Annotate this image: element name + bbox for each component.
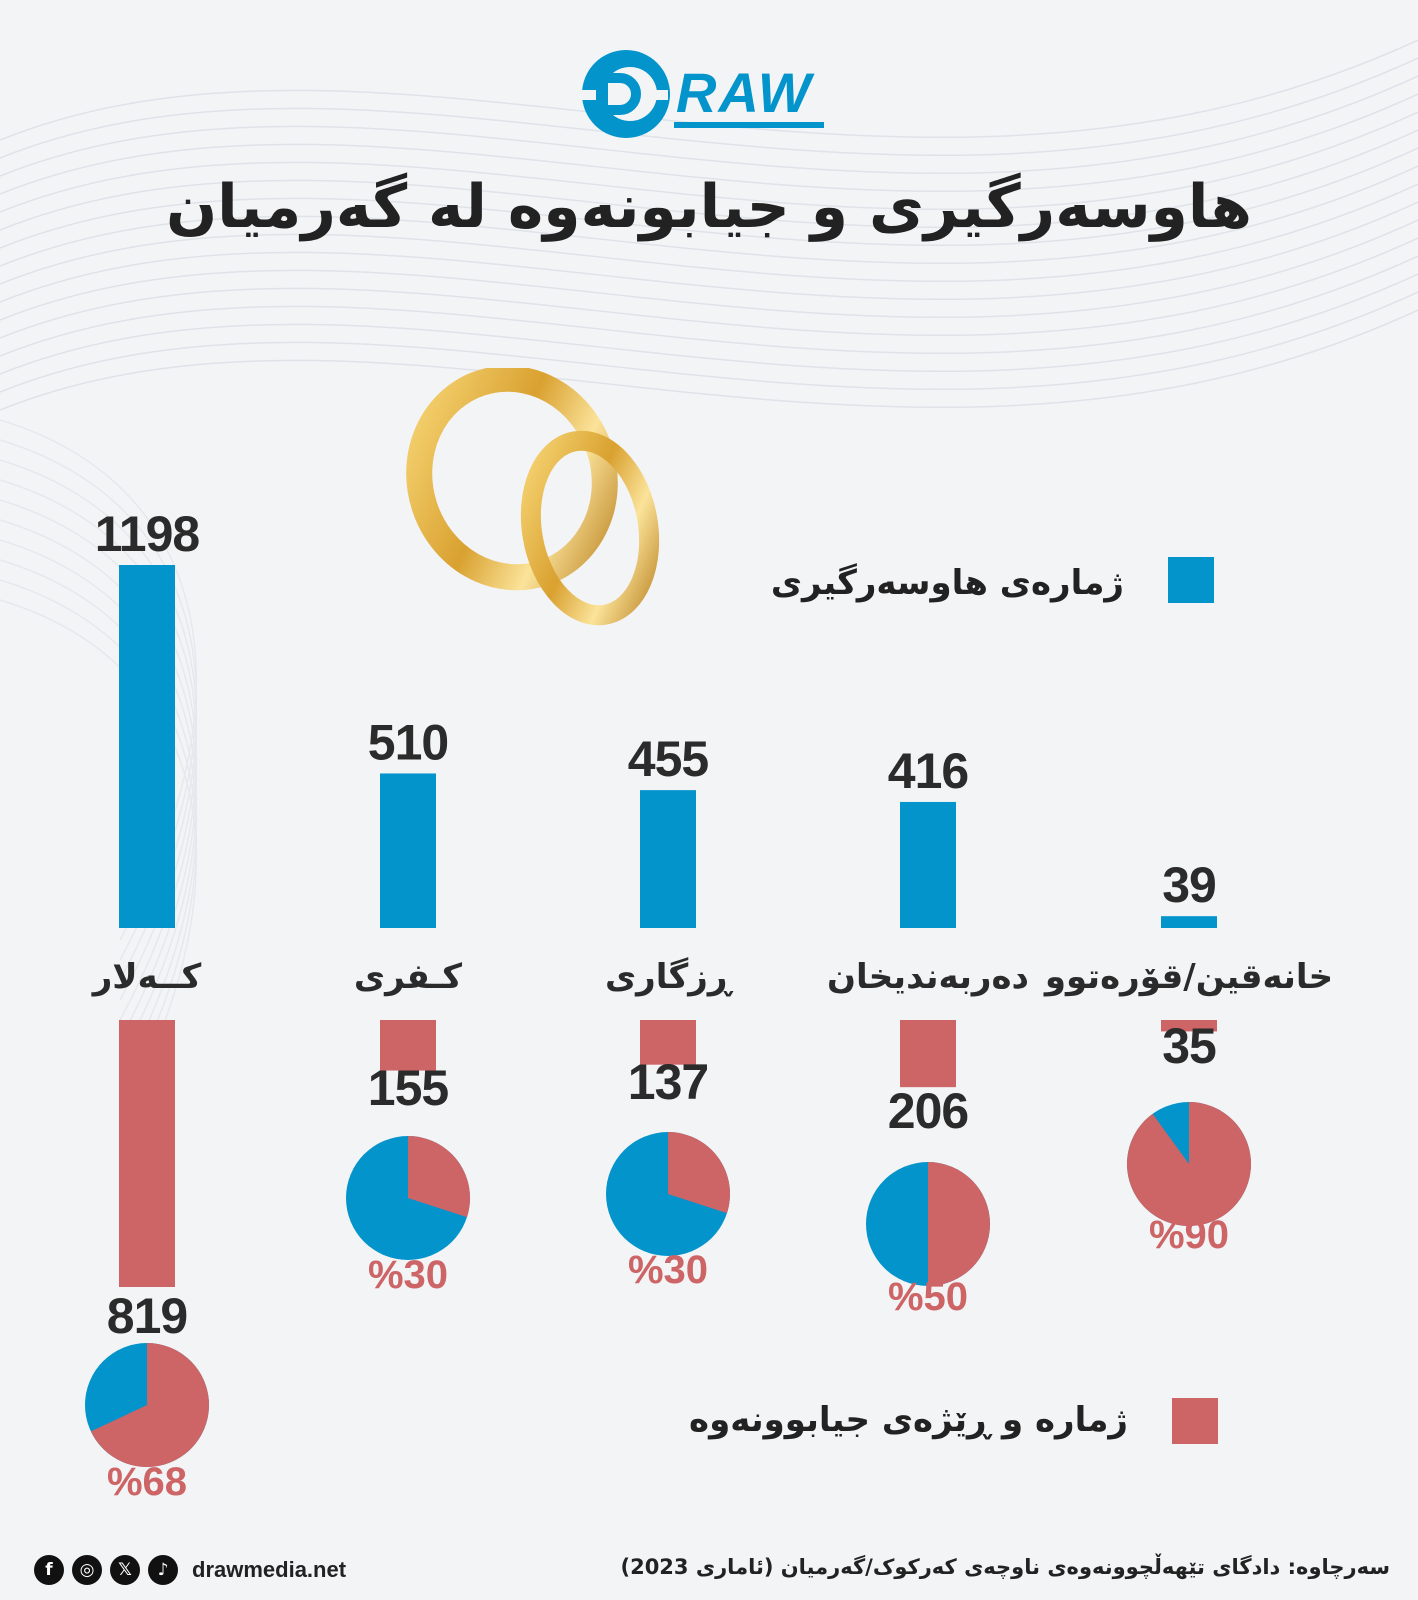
category-label: کــەلار [91,957,202,997]
bg-wave-line [0,579,198,1101]
bg-wave-line [0,129,1418,231]
facebook-icon[interactable]: f [34,1555,64,1585]
bg-wave-line [0,291,1418,393]
bg-wave-line [0,93,1418,195]
marriage-bar [119,565,175,928]
divorce-bar [119,1020,175,1287]
category-label: کـفری [354,957,462,997]
marriage-value-label: 39 [1162,857,1216,913]
bg-wave-line [0,147,1418,249]
marriage-bar [1161,916,1217,928]
bg-wave-line [0,519,198,1041]
bg-wave-line [0,539,198,1061]
marriage-bar [900,801,956,928]
marriage-bar [640,790,696,928]
marriage-value-label: 416 [888,743,968,799]
bg-wave-line [0,75,1418,177]
wedding-rings-image [406,368,660,626]
category-label: خانەقین/قۆرەتوو [1043,957,1333,997]
svg-text:RAW: RAW [676,61,815,124]
bg-wave-line [0,39,1418,141]
legend-marriage-swatch [1168,557,1214,603]
source-note: سەرچاوە: دادگای تێهەڵچوونەوەی ناوچەی کەر… [620,1552,1390,1582]
social-links: f ◎ 𝕏 ♪ drawmedia.net [34,1552,346,1588]
divorce-bar [640,1020,696,1065]
bg-wave-line [0,309,1418,411]
divorce-percent-label: %50 [888,1275,968,1319]
divorce-bar [1161,1020,1217,1032]
bg-wave-line [0,111,1418,213]
x-icon[interactable]: 𝕏 [110,1555,140,1585]
divorce-percent-label: %30 [628,1248,708,1292]
marriage-value-label: 455 [628,731,709,787]
tiktok-icon[interactable]: ♪ [148,1555,178,1585]
divorce-value-label: 35 [1162,1018,1216,1074]
pie-divorce-slice [408,1136,471,1218]
bg-wave-line [0,57,1418,159]
draw-logo: RAW [578,50,824,138]
divorce-value-label: 155 [368,1060,449,1116]
instagram-icon[interactable]: ◎ [72,1555,102,1585]
category-label: ڕزگاری [605,957,734,997]
divorce-value-label: 206 [888,1083,968,1139]
bg-wave-line [0,219,1418,321]
divorce-value-label: 137 [628,1054,708,1110]
pie-divorce-slice [90,1343,209,1467]
pie-divorce-slice [1126,1102,1251,1226]
divorce-percent-label: %30 [368,1253,448,1297]
category-label: دەربەندیخان [827,957,1029,997]
bg-wave-line [0,183,1418,285]
legend-divorce-swatch [1172,1398,1218,1444]
pie-divorce-slice [928,1162,990,1286]
bg-wave-line [0,273,1418,375]
bg-wave-line [0,559,198,1081]
legend-marriage-label: ژمارەی هاوسەرگیری [770,563,1124,603]
divorce-percent-label: %68 [107,1460,187,1504]
website-link[interactable]: drawmedia.net [192,1557,347,1582]
bg-wave-line [0,237,1418,339]
divorce-value-label: 819 [107,1288,187,1344]
bg-wave-line [0,255,1418,357]
divorce-bar [380,1020,436,1071]
legend-divorce-label: ژمارە و ڕێژەی جیابوونەوە [689,1400,1128,1440]
bg-wave-line [0,599,198,1121]
page-title: هاوسەرگیری و جیابونەوە لە گەرمیان [165,172,1253,242]
marriage-bar [380,773,436,928]
divorce-percent-label: %90 [1149,1213,1229,1257]
divorce-bar [900,1020,956,1088]
marriage-value-label: 1198 [95,506,200,562]
pie-divorce-slice [668,1132,730,1214]
source-text: سەرچاوە: دادگای تێهەڵچوونەوەی ناوچەی کەر… [620,1555,1390,1579]
marriage-value-label: 510 [368,714,448,770]
bg-wave-line [0,201,1418,303]
bg-wave-line [0,165,1418,267]
